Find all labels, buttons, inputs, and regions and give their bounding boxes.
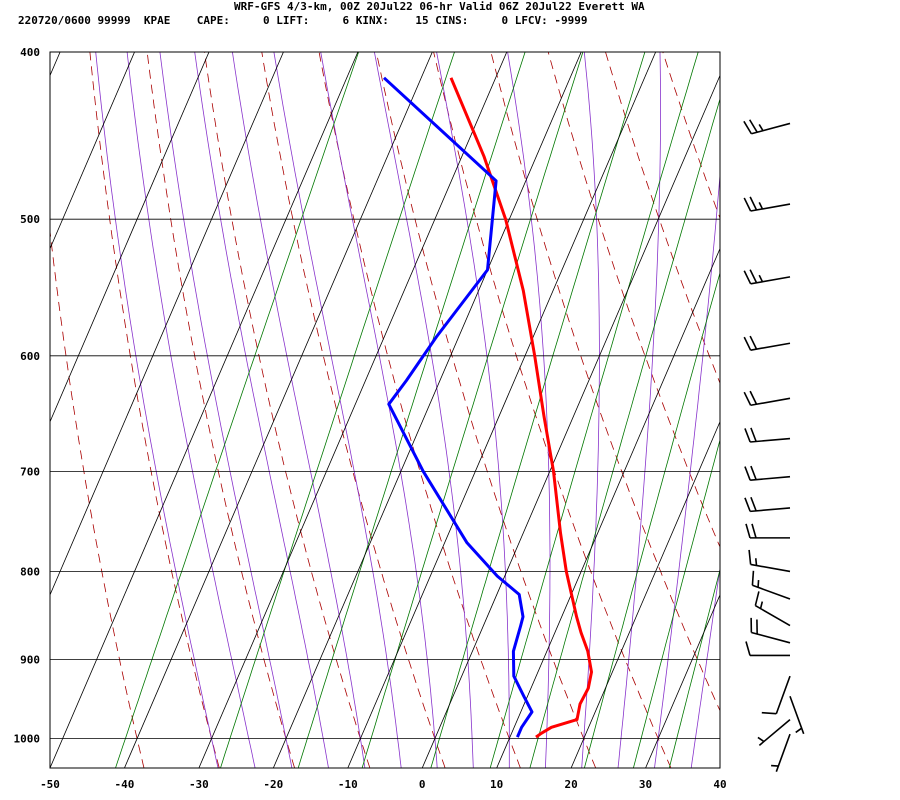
- wind-barb: [771, 733, 791, 772]
- wind-barb: [789, 695, 805, 735]
- wind-barb: [744, 427, 791, 443]
- x-tick-label: 30: [639, 778, 652, 791]
- moist-adiabat-line: [159, 52, 293, 768]
- moist-adiabat-line: [654, 170, 720, 768]
- wind-barb: [743, 196, 791, 212]
- grid: [49, 51, 721, 769]
- wind-barb: [754, 591, 791, 627]
- mixing-ratio-line: [759, 52, 900, 768]
- dry-adiabat-line: [662, 52, 720, 220]
- x-tick-label: -30: [189, 778, 209, 791]
- y-tick-label: 400: [20, 46, 40, 59]
- moist-adiabat-line: [126, 52, 256, 768]
- isotherm-line: [645, 593, 720, 768]
- y-tick-label: 700: [20, 465, 40, 478]
- moist-adiabat-line: [507, 52, 551, 768]
- moist-adiabat-line: [194, 52, 329, 768]
- moist-adiabat-line: [232, 52, 366, 768]
- dry-adiabat-line: [490, 52, 720, 712]
- isotherm-line: [50, 52, 135, 250]
- mixing-ratio-line: [220, 52, 455, 768]
- wind-barb: [743, 119, 791, 135]
- mixing-ratio-line: [529, 97, 720, 768]
- moist-adiabat-line: [617, 52, 661, 768]
- y-tick-label: 1000: [14, 733, 41, 746]
- moist-adiabat-line: [728, 52, 844, 768]
- chart-title: WRF-GFS 4/3-km, 00Z 20Jul22 06-hr Valid …: [234, 0, 645, 13]
- dry-adiabat-line: [605, 52, 720, 385]
- x-tick-label: 10: [490, 778, 503, 791]
- y-tick-label: 900: [20, 654, 40, 667]
- x-tick-label: 40: [713, 778, 726, 791]
- dry-adiabat-line: [777, 52, 900, 768]
- isotherm-line: [50, 52, 359, 768]
- dry-adiabat-line: [204, 52, 371, 768]
- isotherm-line: [347, 52, 657, 768]
- mixing-ratio-line: [633, 438, 720, 768]
- dewpoint-profile: [382, 76, 534, 738]
- isotherm-line: [421, 74, 720, 768]
- dry-adiabat-line: [892, 52, 900, 768]
- isotherm-line: [124, 52, 433, 768]
- wind-barb: [761, 675, 791, 715]
- wind-barb: [745, 641, 790, 657]
- mixing-ratio-line: [361, 52, 584, 768]
- mixing-ratio-line: [668, 568, 720, 768]
- mixing-ratio-line: [721, 52, 900, 768]
- wind-barb: [743, 335, 791, 351]
- dry-adiabat-line: [547, 52, 720, 548]
- isotherm-line: [50, 52, 284, 596]
- dry-adiabat-line: [375, 52, 597, 768]
- dry-adiabat-line: [835, 52, 900, 768]
- sounding-indices: 220720/0600 99999 KPAE CAPE: 0 LIFT: 6 K…: [18, 14, 588, 27]
- x-tick-label: -20: [263, 778, 283, 791]
- isotherm-line: [496, 247, 720, 768]
- background-lines: [50, 52, 900, 768]
- y-tick-label: 600: [20, 350, 40, 363]
- wind-barb: [744, 496, 791, 513]
- wind-barb: [751, 570, 791, 600]
- moist-adiabat-line: [374, 52, 474, 768]
- x-tick-label: 20: [564, 778, 577, 791]
- moist-adiabat-line: [95, 52, 219, 768]
- y-tick-label: 800: [20, 565, 40, 578]
- mixing-ratio-line: [115, 52, 359, 768]
- moist-adiabat-line: [320, 52, 438, 768]
- dry-adiabat-line: [89, 52, 220, 768]
- mixing-ratio-line: [489, 52, 699, 768]
- wind-barb: [743, 269, 791, 285]
- axis-ticks: -50 -40 -30 -20 -10 0 10 20 30 40 400 500 600 700 800 9…: [14, 46, 727, 791]
- wind-barb: [748, 549, 791, 573]
- y-tick-label: 500: [20, 213, 40, 226]
- isotherm-line: [570, 420, 720, 768]
- wind-barb: [750, 617, 791, 644]
- wind-barb: [744, 465, 791, 481]
- dry-adiabat-line: [146, 52, 295, 768]
- dry-adiabat-line: [719, 52, 720, 53]
- x-tick-label: -10: [338, 778, 358, 791]
- moist-adiabat-line: [690, 565, 720, 768]
- mixing-ratio-line: [297, 52, 526, 768]
- wind-barb: [745, 523, 790, 539]
- x-tick-label: 0: [419, 778, 426, 791]
- isotherm-line: [50, 52, 210, 423]
- wind-barbs: [743, 119, 805, 772]
- isotherm-line: [272, 52, 582, 768]
- x-tick-label: -40: [115, 778, 135, 791]
- dry-adiabat-line: [261, 52, 446, 768]
- wind-barb: [743, 390, 791, 407]
- moist-adiabat-line: [273, 52, 402, 768]
- wind-barb: [757, 719, 791, 746]
- mixing-ratio-line: [584, 271, 720, 768]
- plot-frame: [49, 51, 721, 769]
- mixing-ratio-line: [430, 52, 646, 768]
- temperature-profile: [449, 77, 593, 739]
- x-tick-label: -50: [40, 778, 60, 791]
- isotherm-line: [719, 766, 720, 768]
- isotherm-line: [198, 52, 508, 768]
- sounding-series: [382, 76, 593, 739]
- dry-adiabat-line: [433, 52, 672, 768]
- dry-adiabat-line: [50, 228, 145, 768]
